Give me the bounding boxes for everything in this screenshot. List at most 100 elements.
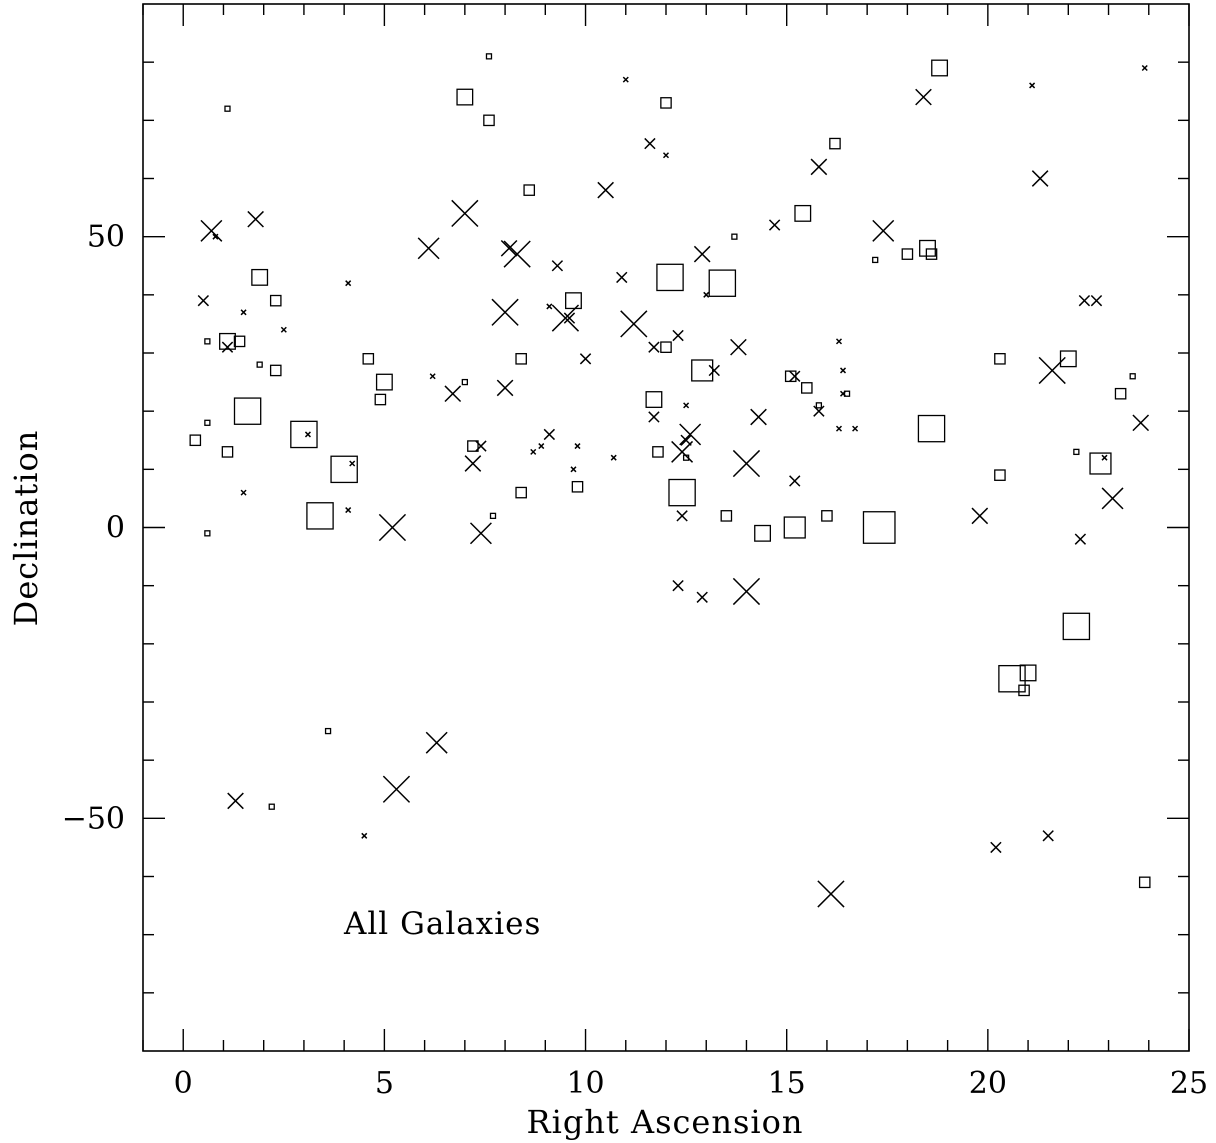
square-point [1062, 612, 1091, 641]
cross-point [1090, 294, 1103, 307]
square-point [306, 502, 334, 530]
square-point [998, 664, 1026, 693]
cross-point [835, 425, 843, 432]
square-point [829, 137, 841, 150]
cross-point [491, 298, 519, 326]
cross-point [500, 239, 518, 257]
y-tick-label: −50 [62, 801, 125, 836]
cross-point [671, 440, 694, 463]
cross-point [839, 390, 847, 397]
square-point [925, 248, 938, 260]
square-point [801, 382, 813, 394]
cross-point [622, 76, 629, 83]
cross-point [730, 338, 747, 356]
cross-point [1078, 294, 1091, 307]
cross-point [1031, 170, 1049, 187]
square-point [204, 338, 211, 345]
square-point [256, 361, 263, 368]
x-tick-label: 20 [969, 1066, 1007, 1101]
x-tick-label: 0 [174, 1066, 193, 1101]
cross-point [810, 158, 828, 176]
cross-point [839, 367, 847, 374]
cross-point [543, 428, 556, 441]
square-point [917, 414, 946, 443]
cross-point [1029, 82, 1036, 89]
square-point [872, 256, 879, 264]
cross-point [620, 310, 648, 338]
cross-point [644, 137, 656, 150]
square-point [660, 341, 672, 353]
cross-point [679, 423, 702, 446]
cross-point [530, 448, 537, 455]
square-point [931, 59, 949, 77]
square-point [290, 420, 318, 449]
cross-point [990, 841, 1002, 854]
data-points [189, 53, 1151, 908]
cross-point [503, 240, 531, 268]
square-point [204, 530, 211, 537]
square-point [219, 332, 236, 350]
square-point [233, 397, 262, 425]
cross-point [676, 510, 688, 522]
square-point [565, 292, 582, 310]
square-point [375, 373, 393, 391]
cross-point [551, 304, 580, 332]
square-point [461, 378, 468, 386]
cross-point [425, 731, 448, 754]
cross-point [1101, 487, 1124, 510]
square-point [189, 434, 202, 447]
y-axis-label: Declination [7, 430, 45, 627]
x-axis-label: Right Ascension [527, 1103, 804, 1141]
plot-border [142, 3, 1190, 1052]
cross-point [648, 341, 660, 353]
square-point [1129, 373, 1136, 380]
square-point [221, 446, 234, 458]
square-point [1114, 387, 1127, 400]
square-point [815, 402, 823, 409]
x-tick-label: 15 [768, 1066, 806, 1101]
square-point [374, 393, 387, 406]
square-point [1019, 664, 1037, 682]
cross-point [475, 440, 487, 452]
cross-point [750, 408, 767, 426]
cross-point [227, 792, 244, 810]
cross-point [570, 466, 577, 473]
square-point [483, 114, 495, 127]
y-tick-labels: −50 0 50 [62, 220, 125, 837]
cross-point [444, 385, 462, 403]
square-point [862, 511, 896, 544]
x-tick-label: 25 [1170, 1066, 1208, 1101]
cross-point [817, 880, 845, 908]
cross-point [197, 294, 210, 307]
annotation-text: All Galaxies [343, 906, 541, 942]
cross-point [378, 513, 407, 542]
cross-point [212, 233, 219, 240]
square-point [1073, 448, 1080, 456]
cross-point [1074, 533, 1087, 545]
cross-point [852, 425, 859, 432]
cross-point [732, 449, 761, 478]
square-point [571, 480, 584, 493]
cross-point [240, 309, 247, 316]
cross-point [971, 507, 989, 525]
square-point [720, 510, 733, 522]
plot-frame [142, 3, 1190, 1052]
cross-point [683, 402, 690, 409]
cross-point [672, 329, 684, 342]
cross-point [247, 210, 264, 228]
square-point [656, 263, 684, 292]
cross-point [872, 219, 895, 242]
square-point [994, 469, 1006, 481]
square-point [1089, 452, 1112, 475]
cross-point [696, 591, 708, 603]
cross-point [597, 181, 614, 199]
cross-point [693, 245, 711, 263]
square-point [1138, 876, 1151, 889]
square-point [668, 478, 696, 507]
cross-point [304, 431, 311, 438]
square-point [660, 97, 672, 109]
cross-point [789, 370, 801, 382]
square-point [467, 440, 479, 452]
cross-point [768, 219, 781, 231]
